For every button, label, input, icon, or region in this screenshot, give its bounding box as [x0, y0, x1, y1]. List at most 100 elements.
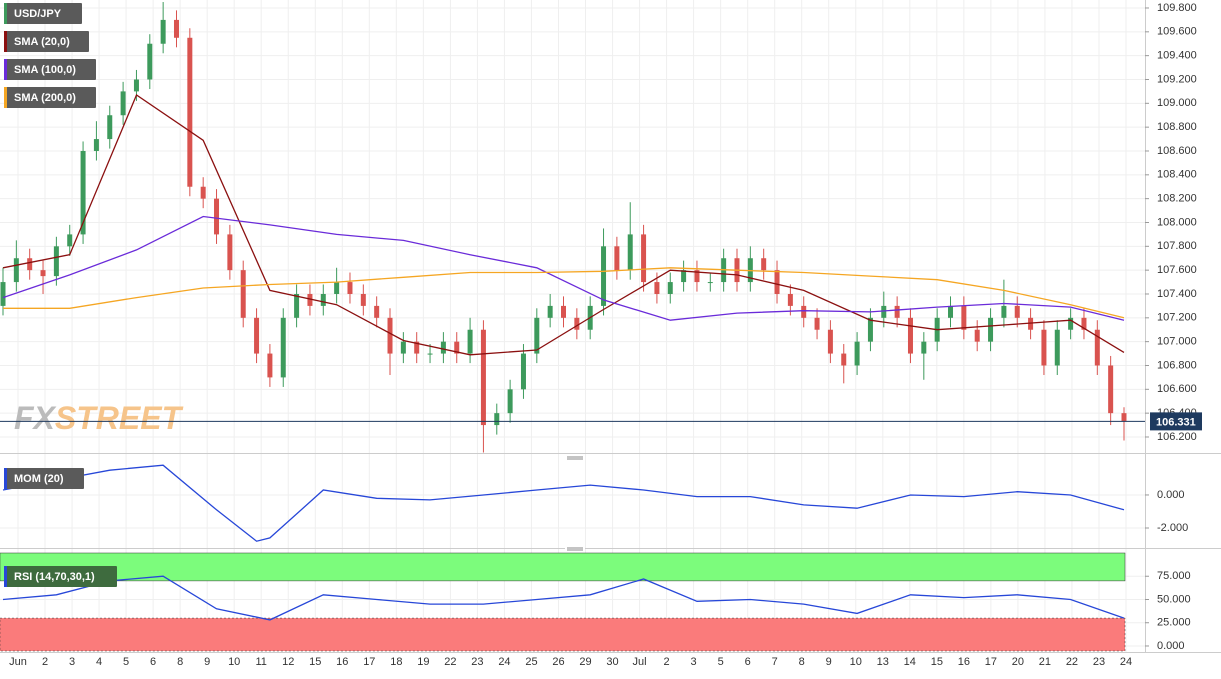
x-tick-label: Jun: [9, 656, 27, 668]
y-tick-label: -2.000: [1157, 522, 1188, 534]
x-tick-label: 5: [718, 656, 724, 668]
legend-label: SMA (20,0): [14, 36, 70, 48]
candle-body: [494, 413, 500, 426]
candle-body: [681, 270, 687, 283]
y-tick-label: 107.000: [1157, 336, 1197, 348]
x-tick-label: 3: [691, 656, 697, 668]
x-tick-label: 10: [228, 656, 240, 668]
overbought-zone: [0, 552, 1126, 582]
candle-body: [307, 293, 313, 306]
legend-label: USD/JPY: [14, 8, 62, 20]
x-tick-label: 23: [471, 656, 483, 668]
candle-body: [80, 150, 86, 235]
x-tick-label: 16: [336, 656, 348, 668]
legend-box: [4, 87, 96, 108]
x-tick-label: 17: [363, 656, 375, 668]
indicator-line: [2, 464, 1125, 542]
candle-body: [1028, 317, 1034, 330]
legend-swatch: [4, 31, 7, 52]
x-tick-label: 15: [931, 656, 943, 668]
candle-body: [227, 234, 233, 271]
candle-body: [93, 139, 99, 151]
candle-body: [334, 282, 340, 294]
x-tick-label: 7: [772, 656, 778, 668]
candle-body: [614, 246, 620, 271]
candle-body: [1068, 317, 1074, 330]
candle-body: [894, 305, 900, 318]
candle-body: [921, 341, 927, 354]
candle-body: [654, 282, 660, 294]
candle-body: [294, 293, 300, 318]
candle-body: [1041, 329, 1047, 366]
candle-body: [1108, 365, 1114, 414]
x-tick-label: 24: [498, 656, 510, 668]
indicator-line: [2, 575, 1125, 621]
x-tick-label: 8: [177, 656, 183, 668]
candle-body: [974, 329, 980, 342]
grip-bg[interactable]: [565, 546, 585, 552]
x-tick-label: 23: [1093, 656, 1105, 668]
candle-body: [200, 186, 206, 199]
candle-body: [147, 43, 153, 80]
legend-box: [4, 31, 89, 52]
candle-body: [214, 198, 220, 235]
candle-body: [774, 270, 780, 294]
legend-box: [4, 59, 96, 80]
candle-body: [1001, 305, 1007, 318]
grip-lines[interactable]: [567, 456, 583, 460]
candle-body: [120, 91, 126, 116]
candle-body: [13, 258, 19, 283]
candle-body: [561, 305, 566, 318]
watermark: FXSTREET: [14, 400, 184, 436]
candle-body: [360, 293, 366, 306]
candle-body: [347, 282, 353, 294]
candle-body: [40, 270, 46, 277]
candle-body: [480, 329, 486, 426]
candle-body: [454, 341, 460, 354]
y-tick-label: 75.000: [1157, 570, 1191, 582]
candle-body: [948, 305, 954, 318]
y-tick-label: 109.800: [1157, 2, 1197, 14]
candle-body: [27, 258, 33, 271]
grip[interactable]: [565, 455, 585, 461]
candle-body: [440, 341, 446, 354]
legend-swatch: [4, 566, 7, 587]
grip-bg[interactable]: [565, 455, 585, 461]
indicator-line: [2, 94, 1125, 356]
x-tick-label: 4: [96, 656, 102, 668]
legend-swatch: [4, 3, 7, 24]
candle-body: [240, 270, 246, 318]
candle-body: [467, 329, 473, 354]
y-tick-label: 108.800: [1157, 121, 1197, 133]
candle-body: [67, 234, 73, 247]
x-tick-label: 18: [390, 656, 402, 668]
x-tick-label: 14: [904, 656, 916, 668]
legend-label: SMA (200,0): [14, 92, 76, 104]
candle-body: [907, 317, 913, 354]
y-tick-label: 108.600: [1157, 145, 1197, 157]
candle-body: [280, 317, 286, 378]
candle-body: [1014, 305, 1020, 318]
candle-body: [320, 293, 326, 306]
x-tick-label: 5: [123, 656, 129, 668]
y-tick-label: 106.800: [1157, 359, 1197, 371]
x-tick-label: 29: [579, 656, 591, 668]
x-tick-label: 21: [1039, 656, 1051, 668]
candle-body: [173, 19, 179, 38]
indicator-line: [3, 267, 1125, 319]
x-tick-label: 6: [745, 656, 751, 668]
x-tick-label: 12: [282, 656, 294, 668]
candle-body: [667, 282, 673, 294]
y-tick-label: 109.600: [1157, 26, 1197, 38]
grip-lines[interactable]: [567, 547, 583, 551]
candle-body: [1081, 317, 1087, 330]
legend-label: SMA (100,0): [14, 64, 76, 76]
legend-box: [4, 468, 84, 489]
legend-swatch: [4, 59, 7, 80]
y-tick-label: 109.000: [1157, 97, 1197, 109]
x-tick-label: 13: [877, 656, 889, 668]
grip[interactable]: [565, 546, 585, 552]
candle-body: [267, 353, 273, 378]
candle-body: [1094, 329, 1100, 366]
